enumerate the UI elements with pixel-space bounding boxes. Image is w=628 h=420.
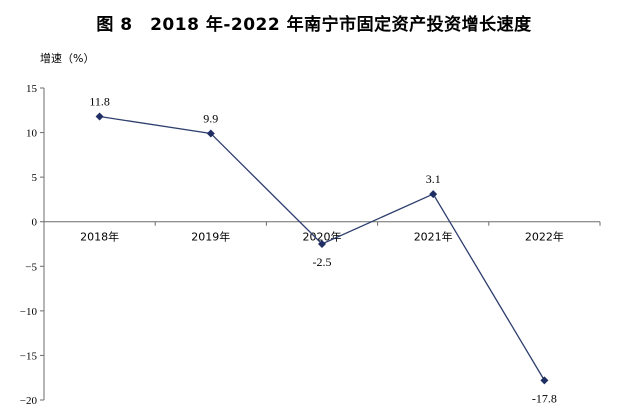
y-tick-label: −15: [20, 350, 38, 362]
y-tick-label: −10: [20, 306, 38, 318]
data-point-marker: [318, 240, 326, 248]
x-tick-label: 2019年: [191, 230, 230, 244]
data-point-marker: [540, 376, 549, 385]
data-label: 9.9: [203, 111, 218, 125]
data-label: -17.8: [532, 391, 557, 405]
series-line: [99, 115, 545, 381]
x-tick-label: 2022年: [525, 230, 564, 244]
chart-title: 图 8 2018 年-2022 年南宁市固定资产投资增长速度: [96, 15, 532, 35]
x-tick-label: 2021年: [414, 230, 453, 244]
y-tick-label: −20: [20, 395, 38, 407]
data-point-marker: [429, 190, 438, 199]
y-axis-unit-label: 增速（%）: [40, 51, 94, 65]
data-label: 11.8: [89, 95, 110, 109]
data-label: -2.5: [313, 255, 332, 269]
data-point-marker: [95, 112, 104, 121]
y-tick-label: −5: [25, 261, 37, 273]
data-point-marker: [206, 129, 215, 138]
data-label: 3.1: [426, 172, 441, 186]
y-tick-label: 5: [32, 172, 38, 184]
x-tick-label: 2018年: [80, 230, 119, 244]
y-tick-label: 15: [26, 83, 38, 95]
y-tick-label: 0: [32, 217, 38, 229]
y-tick-label: 10: [26, 128, 38, 140]
